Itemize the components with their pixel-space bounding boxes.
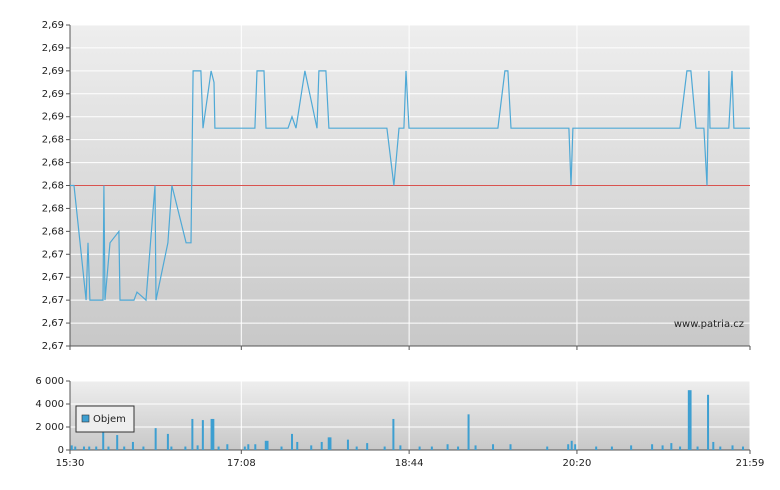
volume-bar <box>102 427 105 450</box>
volume-bar <box>467 414 470 450</box>
volume-bar <box>95 446 98 450</box>
volume-bar <box>383 446 386 450</box>
y-tick-label: 0 <box>58 445 64 456</box>
volume-bar <box>243 446 246 450</box>
volume-bar <box>670 443 673 450</box>
volume-bar <box>280 446 283 450</box>
volume-bar <box>70 445 73 450</box>
volume-bar <box>418 446 421 450</box>
volume-bar <box>366 443 369 450</box>
volume-bar <box>82 446 85 450</box>
y-tick-label: 2,67 <box>42 249 64 260</box>
volume-bar <box>327 437 330 450</box>
volume-bar <box>392 418 395 450</box>
y-tick-label: 2,67 <box>42 341 64 352</box>
volume-bar <box>226 444 229 450</box>
volume-bar <box>679 446 682 450</box>
volume-bar <box>474 445 477 450</box>
volume-bar <box>712 441 715 450</box>
volume-bar <box>630 445 633 450</box>
volume-bar <box>296 441 299 450</box>
volume-bar <box>492 444 495 450</box>
y-tick-label: 2 000 <box>35 422 64 433</box>
volume-bar <box>210 418 213 450</box>
volume-bar <box>689 390 692 450</box>
y-tick-label: 4 000 <box>35 399 64 410</box>
y-tick-label: 2,67 <box>42 272 64 283</box>
y-tick-label: 2,68 <box>42 158 64 169</box>
watermark: www.patria.cz <box>674 319 744 330</box>
volume-bar <box>595 446 598 450</box>
volume-bar <box>217 446 220 450</box>
volume-plot-area <box>70 381 750 450</box>
x-tick-label: 15:30 <box>56 458 85 469</box>
volume-bar <box>142 446 145 450</box>
volume-bar <box>546 446 549 450</box>
volume-bar <box>346 439 349 450</box>
legend-label: Objem <box>93 414 126 425</box>
y-tick-label: 6 000 <box>35 376 64 387</box>
volume-bar <box>399 445 402 450</box>
volume-bar <box>329 437 332 450</box>
volume-bar <box>696 446 699 450</box>
volume-bar <box>355 446 358 450</box>
volume-bar <box>74 446 77 450</box>
volume-bar <box>154 428 157 450</box>
x-tick-label: 17:08 <box>227 458 256 469</box>
y-tick-label: 2,69 <box>42 89 64 100</box>
legend-swatch <box>81 414 90 423</box>
volume-bar <box>166 433 169 450</box>
volume-bar <box>310 445 313 450</box>
volume-bar <box>184 446 187 450</box>
volume-bar <box>430 446 433 450</box>
volume-bar <box>509 444 512 450</box>
volume-bar <box>196 445 199 450</box>
volume-bar <box>742 446 745 450</box>
volume-bar <box>116 435 119 450</box>
y-tick-label: 2,68 <box>42 226 64 237</box>
volume-bar <box>201 420 204 450</box>
volume-bar <box>320 441 323 450</box>
volume-bar <box>247 444 250 450</box>
volume-bar <box>107 446 110 450</box>
volume-bar <box>457 446 460 450</box>
y-tick-label: 2,69 <box>42 20 64 31</box>
volume-bar <box>719 446 722 450</box>
y-tick-label: 2,69 <box>42 66 64 77</box>
volume-bar <box>610 446 613 450</box>
volume-bar <box>291 433 294 450</box>
volume-bar <box>123 446 126 450</box>
volume-bar <box>264 440 267 450</box>
volume-bar <box>687 390 690 450</box>
volume-bar <box>170 446 173 450</box>
volume-bar <box>731 445 734 450</box>
volume-bar <box>707 394 710 450</box>
y-tick-label: 2,67 <box>42 295 64 306</box>
volume-bar <box>212 418 215 450</box>
y-tick-label: 2,67 <box>42 318 64 329</box>
volume-bar <box>131 441 134 450</box>
x-tick-label: 18:44 <box>395 458 424 469</box>
y-tick-label: 2,68 <box>42 135 64 146</box>
volume-bar <box>651 444 654 450</box>
volume-bar <box>446 444 449 450</box>
volume-bar <box>574 444 577 450</box>
price-line <box>70 70 750 302</box>
volume-bar <box>661 445 664 450</box>
y-tick-label: 2,69 <box>42 43 64 54</box>
y-tick-label: 2,68 <box>42 203 64 214</box>
x-tick-label: 20:20 <box>563 458 592 469</box>
y-tick-label: 2,69 <box>42 112 64 123</box>
volume-bar <box>191 418 194 450</box>
volume-bar <box>567 444 570 450</box>
x-tick-label: 21:59 <box>736 458 765 469</box>
volume-bar <box>266 440 269 450</box>
volume-bar <box>254 444 257 450</box>
y-tick-label: 2,68 <box>42 181 64 192</box>
volume-bar <box>570 440 573 450</box>
volume-bar <box>88 446 91 450</box>
